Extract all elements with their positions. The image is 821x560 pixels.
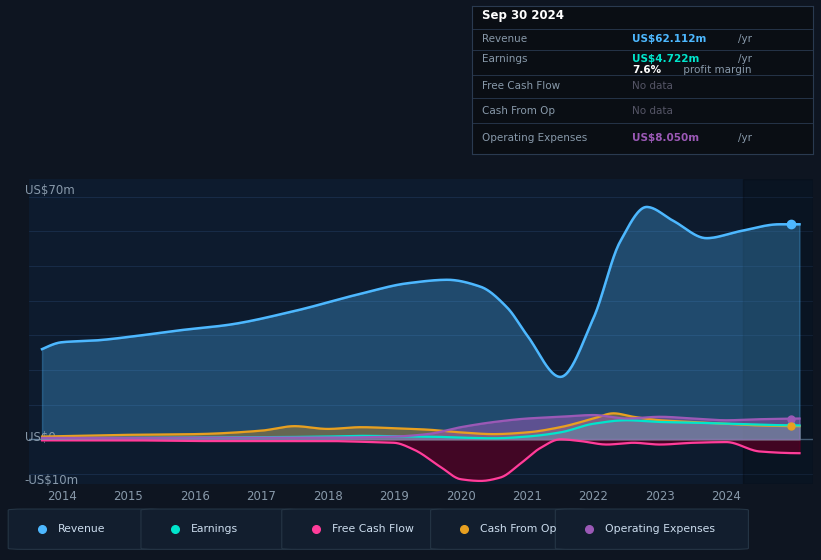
Text: US$70m: US$70m — [25, 184, 75, 197]
Text: US$62.112m: US$62.112m — [632, 34, 707, 44]
Text: Cash From Op: Cash From Op — [480, 524, 557, 534]
Text: Free Cash Flow: Free Cash Flow — [332, 524, 414, 534]
Text: 7.6%: 7.6% — [632, 65, 662, 75]
Text: US$4.722m: US$4.722m — [632, 54, 699, 64]
Text: /yr: /yr — [738, 34, 752, 44]
FancyBboxPatch shape — [282, 509, 447, 549]
Text: No data: No data — [632, 105, 673, 115]
Text: Revenue: Revenue — [482, 34, 527, 44]
FancyBboxPatch shape — [430, 509, 588, 549]
Text: Revenue: Revenue — [58, 524, 106, 534]
FancyBboxPatch shape — [141, 509, 298, 549]
Text: Free Cash Flow: Free Cash Flow — [482, 81, 561, 91]
Text: Earnings: Earnings — [482, 54, 528, 64]
Text: Operating Expenses: Operating Expenses — [482, 133, 588, 143]
Text: -US$10m: -US$10m — [25, 474, 79, 487]
Text: US$0: US$0 — [25, 431, 56, 444]
Text: profit margin: profit margin — [680, 65, 751, 75]
Text: US$8.050m: US$8.050m — [632, 133, 699, 143]
Text: No data: No data — [632, 81, 673, 91]
Text: Sep 30 2024: Sep 30 2024 — [482, 9, 564, 22]
FancyBboxPatch shape — [8, 509, 161, 549]
FancyBboxPatch shape — [555, 509, 749, 549]
Text: /yr: /yr — [738, 54, 752, 64]
Text: Operating Expenses: Operating Expenses — [605, 524, 715, 534]
Text: /yr: /yr — [738, 133, 752, 143]
Text: Earnings: Earnings — [190, 524, 238, 534]
Text: Cash From Op: Cash From Op — [482, 105, 555, 115]
Bar — [743, 179, 813, 484]
